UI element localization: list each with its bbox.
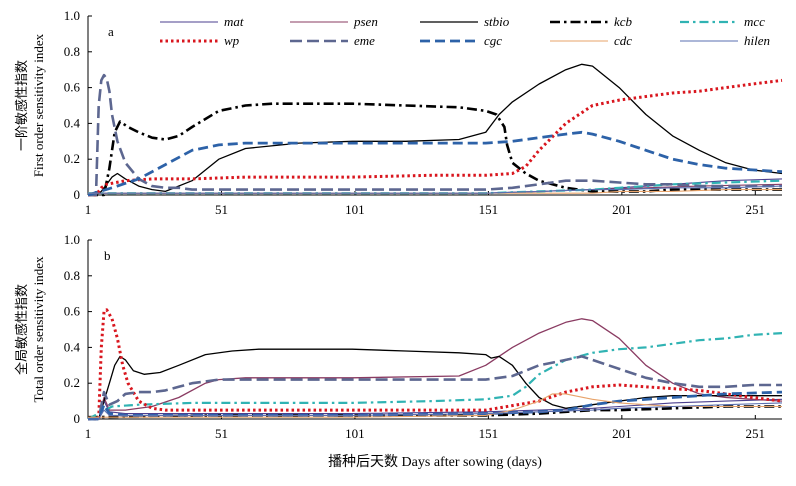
series-line-stbio — [88, 63, 783, 196]
series-line-wp — [88, 308, 783, 421]
legend-item-stbio: stbio — [420, 14, 510, 29]
x-tick-label: 151 — [479, 202, 499, 217]
y-tick-label: 0.2 — [64, 151, 80, 166]
y-tick-label: 0 — [74, 187, 81, 202]
x-tick-label: 101 — [345, 426, 365, 441]
y-axis-label-en: Total order sensitivity index — [31, 256, 46, 403]
y-axis-label-cn: 一阶敏感性指数 — [14, 60, 29, 151]
y-axis-label-en: First order sensitivity index — [31, 33, 46, 177]
panel-letter: b — [104, 248, 111, 263]
legend-item-mat: mat — [160, 14, 244, 29]
y-tick-label: 0 — [74, 411, 81, 426]
x-axis-label: 播种后天数 Days after sowing (days) — [328, 454, 542, 470]
series-line-eme — [88, 355, 782, 421]
legend-item-cgc: cgc — [420, 33, 502, 48]
legend-item-psen: psen — [290, 14, 378, 29]
y-axis-label-cn: 全局敏感性指数 — [14, 284, 29, 375]
legend-label: mcc — [744, 14, 765, 29]
x-tick-label: 201 — [612, 202, 632, 217]
y-tick-label: 0.4 — [64, 115, 81, 130]
legend-label: cgc — [484, 33, 502, 48]
x-tick-label: 51 — [215, 426, 228, 441]
x-tick-label: 251 — [746, 202, 766, 217]
legend: mat psen stbio kcb mcc wp eme cgc cdc hilen — [160, 14, 770, 48]
series-line-psen — [88, 318, 783, 420]
legend-label: kcb — [614, 14, 633, 29]
y-tick-label: 0.4 — [64, 339, 81, 354]
legend-label: mat — [224, 14, 244, 29]
x-tick-label: 101 — [345, 202, 365, 217]
legend-label: eme — [354, 33, 375, 48]
legend-label: stbio — [484, 14, 510, 29]
legend-label: wp — [224, 33, 240, 48]
legend-item-mcc: mcc — [680, 14, 765, 29]
y-tick-label: 1.0 — [64, 232, 80, 247]
y-tick-label: 0.8 — [64, 44, 80, 59]
legend-item-kcb: kcb — [550, 14, 633, 29]
y-tick-label: 0.2 — [64, 375, 80, 390]
series-line-hilen — [88, 402, 783, 420]
series-line-eme — [88, 73, 782, 197]
legend-label: hilen — [744, 33, 770, 48]
y-tick-label: 0.8 — [64, 268, 80, 283]
y-tick-label: 0.6 — [64, 80, 81, 95]
x-tick-label: 201 — [612, 426, 632, 441]
series-line-mat — [88, 398, 783, 420]
legend-item-eme: eme — [290, 33, 375, 48]
legend-item-wp: wp — [160, 33, 240, 48]
series-line-mcc — [88, 179, 783, 195]
series-line-cgc — [87, 130, 783, 197]
x-tick-label: 1 — [85, 202, 92, 217]
series-line-mcc — [87, 332, 783, 420]
panel-letter: a — [108, 24, 114, 39]
series-line-hilen — [88, 185, 783, 194]
x-tick-label: 1 — [85, 426, 92, 441]
y-tick-label: 0.6 — [64, 304, 81, 319]
legend-label: psen — [353, 14, 378, 29]
x-tick-label: 251 — [746, 426, 766, 441]
series-line-wp — [88, 78, 783, 197]
legend-label: cdc — [614, 33, 632, 48]
legend-item-hilen: hilen — [680, 33, 770, 48]
x-tick-label: 51 — [215, 202, 228, 217]
legend-item-cdc: cdc — [550, 33, 632, 48]
y-tick-label: 1.0 — [64, 8, 80, 23]
x-tick-label: 151 — [479, 426, 499, 441]
